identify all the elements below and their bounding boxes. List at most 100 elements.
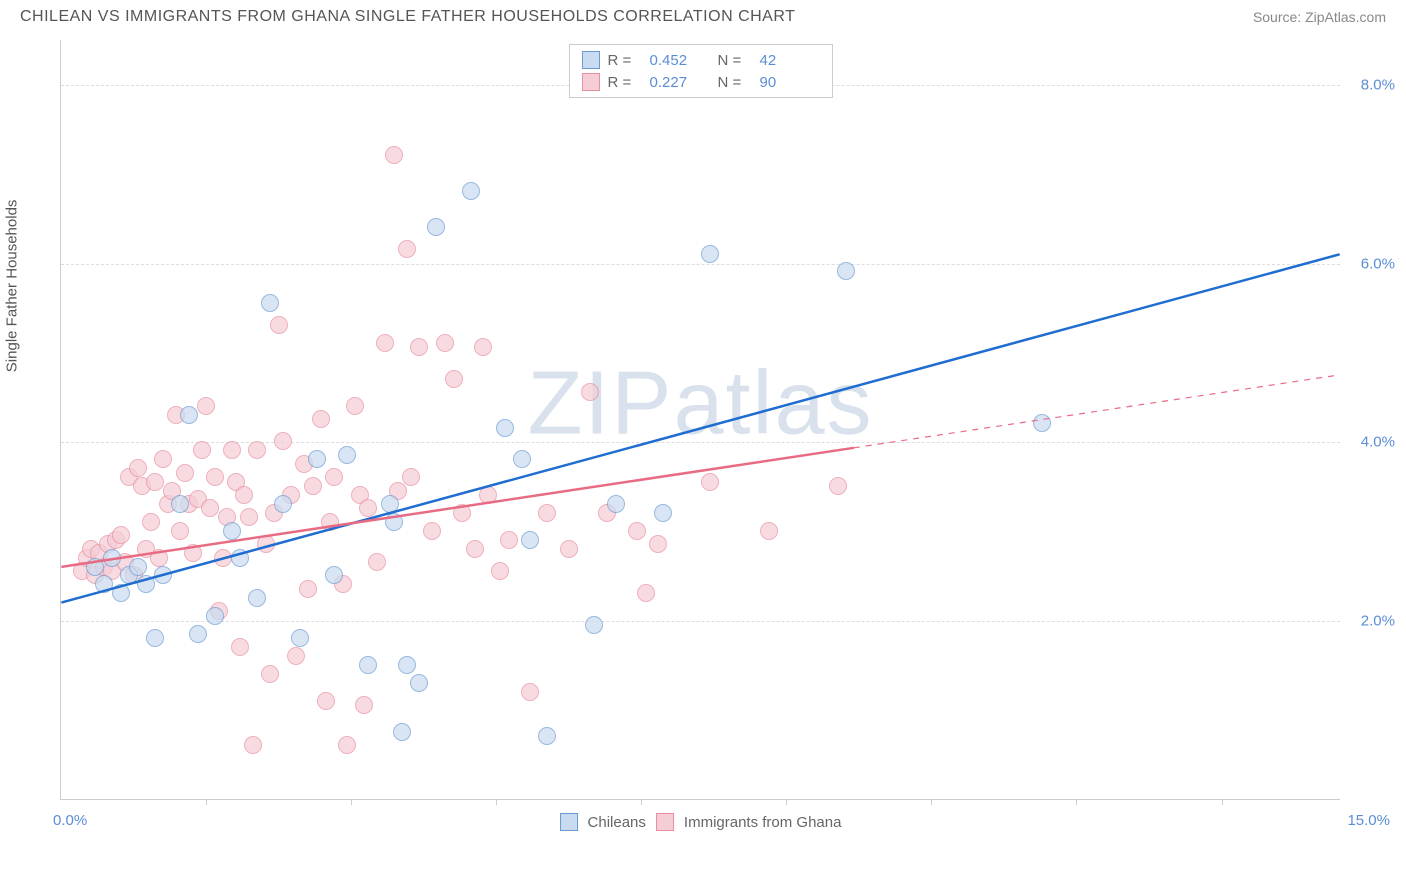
data-point [701,245,719,263]
y-tick-label: 2.0% [1361,613,1395,630]
data-point [393,723,411,741]
data-point [231,549,249,567]
chart-container: Single Father Households ZIPatlas R = 0.… [60,40,1380,860]
data-point [312,410,330,428]
legend-swatch-icon [582,51,600,69]
x-tick [931,799,932,805]
y-tick-label: 6.0% [1361,255,1395,272]
data-point [261,665,279,683]
data-point [654,504,672,522]
data-point [287,647,305,665]
data-point [308,450,326,468]
gridline [61,264,1340,265]
legend-swatch-icon [560,813,578,831]
data-point [189,625,207,643]
data-point [338,446,356,464]
data-point [304,477,322,495]
data-point [180,406,198,424]
data-point [317,692,335,710]
data-point [560,540,578,558]
data-point [346,397,364,415]
data-point [585,616,603,634]
data-point [325,468,343,486]
data-point [338,736,356,754]
data-point [325,566,343,584]
data-point [829,477,847,495]
x-axis-max-label: 15.0% [1347,812,1390,829]
data-point [274,495,292,513]
data-point [197,397,215,415]
data-point [146,473,164,491]
data-point [385,146,403,164]
data-point [453,504,471,522]
data-point [398,240,416,258]
data-point [701,473,719,491]
data-point [538,504,556,522]
data-point [427,218,445,236]
data-point [637,584,655,602]
data-point [103,549,121,567]
data-point [398,656,416,674]
data-point [86,558,104,576]
data-point [423,522,441,540]
data-point [291,629,309,647]
data-point [201,499,219,517]
data-point [410,674,428,692]
data-point [214,549,232,567]
data-point [137,575,155,593]
data-point [760,522,778,540]
data-point [112,584,130,602]
data-point [235,486,253,504]
data-point [628,522,646,540]
watermark: ZIPatlas [527,353,873,456]
data-point [176,464,194,482]
data-point [321,513,339,531]
data-point [184,544,202,562]
data-point [1033,414,1051,432]
data-point [479,486,497,504]
y-axis-title: Single Father Households [4,200,21,373]
data-point [171,495,189,513]
data-point [496,419,514,437]
data-point [129,558,147,576]
data-point [270,316,288,334]
legend-label: Chileans [588,814,646,831]
legend-row-2: R = 0.227 N = 90 [582,71,820,93]
data-point [274,432,292,450]
data-point [410,338,428,356]
data-point [248,441,266,459]
data-point [513,450,531,468]
legend-stats: R = 0.452 N = 42 R = 0.227 N = 90 [569,44,833,98]
data-point [368,553,386,571]
x-axis-min-label: 0.0% [53,812,87,829]
data-point [206,468,224,486]
data-point [462,182,480,200]
x-tick [786,799,787,805]
data-point [381,495,399,513]
data-point [142,513,160,531]
chart-title: CHILEAN VS IMMIGRANTS FROM GHANA SINGLE … [20,8,795,26]
data-point [521,683,539,701]
data-point [500,531,518,549]
data-point [240,508,258,526]
trend-lines [61,40,1340,799]
x-tick [496,799,497,805]
data-point [385,513,403,531]
data-point [445,370,463,388]
data-point [837,262,855,280]
x-tick [351,799,352,805]
data-point [129,459,147,477]
data-point [223,522,241,540]
x-tick [1222,799,1223,805]
source-label: Source: ZipAtlas.com [1253,9,1386,25]
data-point [150,549,168,567]
data-point [359,499,377,517]
data-point [154,450,172,468]
data-point [171,522,189,540]
x-tick [641,799,642,805]
data-point [231,638,249,656]
data-point [223,441,241,459]
data-point [154,566,172,584]
x-tick [206,799,207,805]
data-point [355,696,373,714]
